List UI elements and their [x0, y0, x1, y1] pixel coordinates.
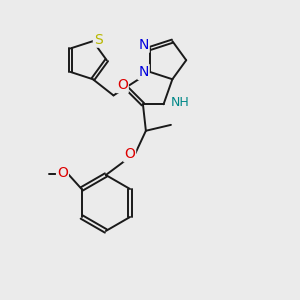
Text: N: N — [138, 65, 149, 79]
Text: S: S — [94, 33, 103, 47]
Text: O: O — [124, 147, 135, 161]
Text: O: O — [57, 166, 68, 180]
Text: NH: NH — [170, 96, 189, 109]
Text: N: N — [138, 38, 149, 52]
Text: O: O — [117, 78, 128, 92]
